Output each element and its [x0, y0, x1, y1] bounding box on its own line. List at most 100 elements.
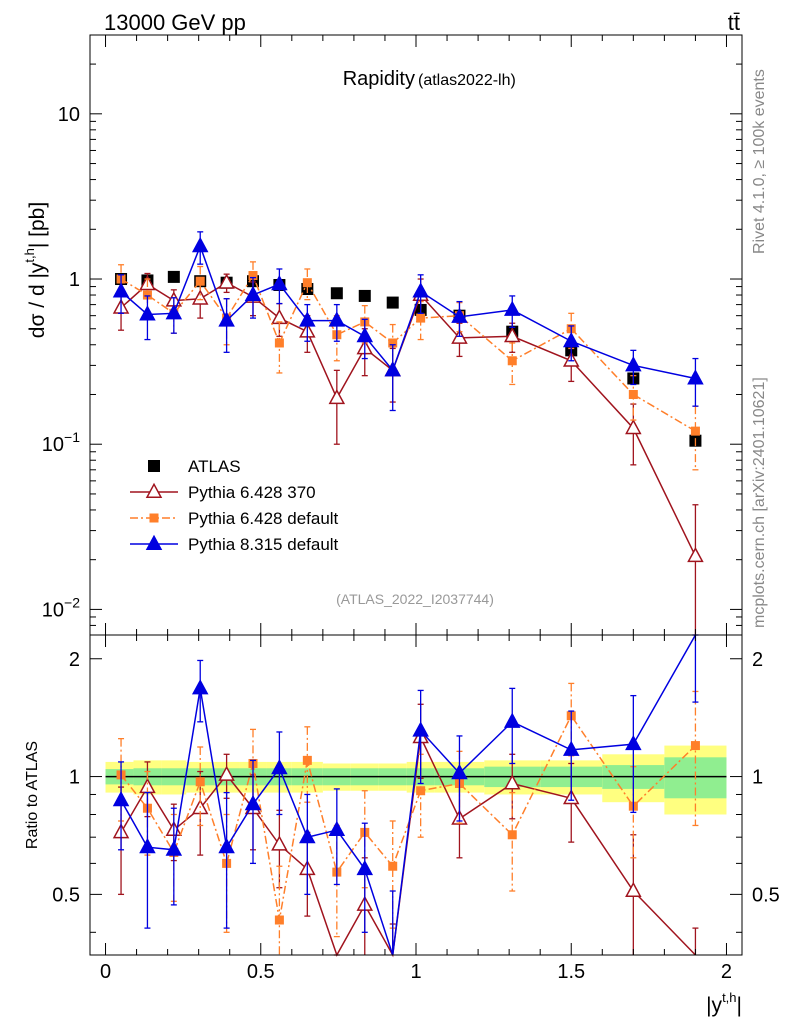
ratio-tick-label-right: 2 — [752, 649, 763, 671]
ratio-point — [195, 777, 205, 787]
ratio-point — [690, 741, 700, 751]
series-point — [628, 389, 638, 399]
ratio-tick-label: 0.5 — [52, 884, 80, 906]
data-point — [167, 270, 180, 283]
ratio-line — [120, 714, 696, 921]
series-3 — [112, 231, 704, 412]
series-point — [687, 546, 704, 563]
ratio-series-2 — [116, 682, 700, 955]
series-point — [328, 388, 346, 405]
chart-subtitle: (atlas2022-lh) — [418, 72, 516, 89]
ratio-point — [328, 820, 346, 837]
ratio-series-1 — [112, 703, 699, 958]
series-point — [388, 338, 398, 348]
series-point — [503, 327, 521, 343]
series-2 — [116, 261, 700, 471]
y-axis-label-close: | [pb] — [26, 202, 49, 248]
ratio-point — [388, 861, 398, 871]
ratio-point — [416, 786, 426, 796]
series-point — [356, 327, 374, 343]
series-point — [191, 289, 209, 305]
x-tick-label: 1 — [410, 961, 421, 983]
series-point — [271, 274, 288, 291]
series-point — [165, 304, 183, 320]
legend: ATLAS Pythia 6.428 370 Pythia 6.428 defaul… — [130, 457, 339, 554]
series-point — [507, 356, 517, 366]
rivet-version-label: Rivet 4.1.0, ≥ 100k events — [751, 69, 768, 254]
ratio-point — [356, 859, 374, 876]
legend-label: Pythia 6.428 default — [188, 509, 339, 528]
x-axis-label-sup: t,h — [722, 990, 736, 1005]
y-tick-label: 10−1 — [42, 429, 80, 456]
x-tick-label: 2 — [721, 961, 732, 983]
series-point — [195, 276, 205, 286]
ratio-point — [165, 840, 183, 856]
series-point — [384, 361, 401, 377]
series-point — [562, 331, 580, 348]
series-point — [451, 307, 468, 323]
legend-marker — [148, 460, 160, 472]
series-point — [142, 290, 152, 300]
ratio-point — [299, 827, 316, 844]
y-tick-label: 10 — [58, 104, 80, 126]
data-point — [358, 289, 371, 302]
analysis-label: (ATLAS_2022_I2037744) — [336, 591, 494, 607]
series-point — [302, 278, 312, 288]
ratio-point — [302, 755, 312, 765]
series-point — [625, 356, 642, 372]
ratio-point — [271, 835, 288, 851]
chart-title: Rapidity — [343, 68, 415, 90]
ratio-tick-label-right: 1 — [752, 767, 763, 789]
series-point — [139, 305, 156, 321]
series-point — [274, 338, 284, 348]
series-line — [120, 273, 696, 432]
ratio-tick-label: 1 — [69, 767, 80, 789]
legend-label: Pythia 6.428 370 — [188, 483, 316, 502]
series-point — [248, 271, 258, 281]
ratio-point — [503, 712, 521, 728]
process-label: tt̄ — [728, 10, 740, 35]
ratio-panel: 0 0.5 1 1.5 2 0.5 0.5 1 1 2 2 Ratio to ATLAS — [24, 634, 780, 983]
ratio-point — [218, 837, 235, 854]
x-tick-label: 0.5 — [247, 961, 275, 983]
series-point — [218, 311, 235, 327]
x-axis-label-close: | — [737, 994, 742, 1017]
ratio-point — [507, 830, 517, 840]
x-tick-label: 1.5 — [557, 961, 585, 983]
ratio-point — [274, 915, 284, 925]
data-point — [330, 287, 343, 300]
y-axis-label-sup: t,h — [22, 248, 37, 262]
y-axis-label: dσ / d |yt,h| [pb] — [22, 202, 49, 338]
ratio-point — [271, 758, 288, 775]
x-tick-label: 0 — [100, 961, 111, 983]
data-point — [386, 296, 399, 309]
series-point — [503, 300, 521, 316]
main-panel: 10−2 10−1 1 10 Rapidity (atlas2022-lh) (ATL… — [22, 34, 743, 636]
chart-title-main: Rapidity — [343, 68, 415, 90]
ratio-point — [244, 794, 262, 811]
energy-label: 13000 GeV pp — [104, 10, 246, 35]
y-axis-label-main: dσ / d |y — [26, 262, 49, 338]
series-point — [328, 311, 346, 327]
ratio-point — [139, 837, 156, 854]
series-point — [625, 418, 642, 435]
series-point — [412, 282, 429, 298]
legend-marker — [149, 513, 159, 523]
ratio-point — [218, 765, 235, 781]
series-point — [112, 282, 130, 298]
mcplots-label: mcplots.cern.ch [arXiv:2401.10621] — [751, 377, 768, 628]
legend-label: Pythia 8.315 default — [188, 535, 339, 554]
ratio-point — [191, 679, 209, 695]
series-point — [690, 426, 700, 436]
ratio-tick-label-right: 0.5 — [752, 884, 780, 906]
ratio-point — [625, 734, 642, 751]
ratio-tick-label: 2 — [69, 649, 80, 671]
ratio-point — [451, 763, 468, 780]
series-point — [244, 285, 262, 302]
series-point — [299, 311, 316, 327]
ratio-axis-label: Ratio to ATLAS — [24, 741, 41, 849]
series-point — [191, 236, 209, 253]
y-tick-label: 10−2 — [42, 594, 80, 621]
legend-marker — [145, 534, 163, 550]
